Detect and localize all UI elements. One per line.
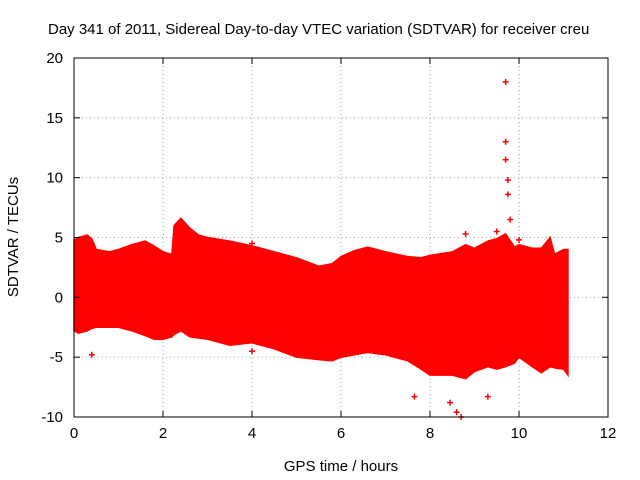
axis-ticks — [73, 57, 609, 418]
sdtvar-band — [73, 217, 569, 380]
y-tick-label: -10 — [41, 409, 63, 426]
x-tick-label: 8 — [426, 425, 434, 442]
y-tick-label: 5 — [55, 230, 63, 247]
outlier-point — [447, 399, 454, 406]
outlier-point — [504, 177, 511, 184]
x-tick-label: 0 — [70, 425, 78, 442]
outlier-point — [502, 78, 509, 85]
outlier-point — [493, 228, 500, 235]
outlier-point — [88, 351, 95, 358]
outlier-point — [502, 156, 509, 163]
y-axis-label: SDTVAR / TECUs — [5, 177, 22, 297]
chart-title: Day 341 of 2011, Sidereal Day-to-day VTE… — [48, 21, 589, 38]
x-tick-label: 2 — [159, 425, 167, 442]
outlier-point — [453, 409, 460, 416]
tick-labels: 0 2 4 6 8 10 12 -10 -5 0 5 10 15 20 — [41, 50, 616, 442]
outlier-point — [516, 236, 522, 243]
outlier-point — [484, 393, 491, 400]
x-tick-label: 4 — [248, 425, 256, 442]
outlier-point — [411, 393, 418, 400]
data-series — [73, 78, 569, 420]
outlier-point — [249, 348, 255, 355]
y-tick-label: -5 — [50, 349, 63, 366]
y-tick-label: 10 — [46, 170, 63, 187]
x-tick-label: 12 — [600, 425, 617, 442]
outlier-point — [249, 240, 255, 247]
outlier-point — [507, 216, 514, 223]
y-tick-label: 20 — [46, 50, 63, 67]
x-axis-label: GPS time / hours — [284, 458, 398, 475]
y-tick-label: 0 — [55, 289, 63, 306]
y-tick-label: 15 — [46, 110, 63, 127]
x-tick-label: 6 — [337, 425, 345, 442]
outlier-point — [502, 138, 509, 145]
outlier-point — [462, 230, 469, 237]
outlier-point — [504, 191, 511, 198]
x-tick-label: 10 — [511, 425, 528, 442]
